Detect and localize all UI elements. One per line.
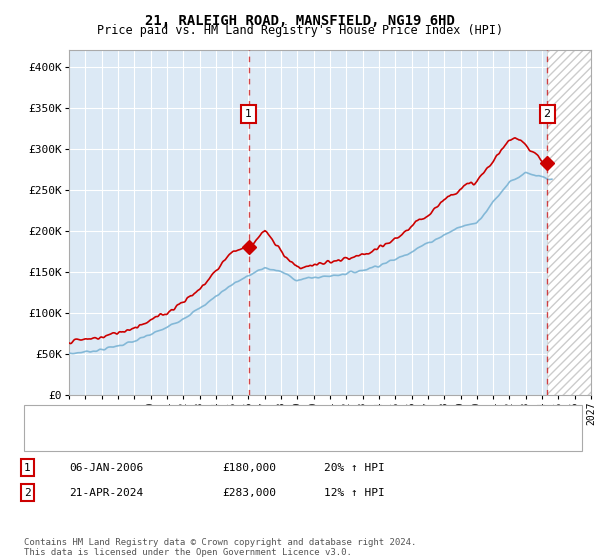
Bar: [547, 50, 599, 395]
Text: 2: 2: [544, 109, 551, 119]
Text: 06-JAN-2006: 06-JAN-2006: [69, 463, 143, 473]
Bar: [547, 50, 599, 395]
Text: 1: 1: [245, 109, 252, 119]
Text: 21-APR-2024: 21-APR-2024: [69, 488, 143, 498]
Text: Price paid vs. HM Land Registry's House Price Index (HPI): Price paid vs. HM Land Registry's House …: [97, 24, 503, 37]
Text: 1: 1: [24, 463, 31, 473]
Text: £283,000: £283,000: [222, 488, 276, 498]
Text: 2: 2: [24, 488, 31, 498]
Text: 21, RALEIGH ROAD, MANSFIELD, NG19 6HD: 21, RALEIGH ROAD, MANSFIELD, NG19 6HD: [145, 14, 455, 28]
Text: 20% ↑ HPI: 20% ↑ HPI: [324, 463, 385, 473]
Text: HPI: Average price, detached house, Mansfield: HPI: Average price, detached house, Mans…: [71, 432, 364, 442]
Text: Contains HM Land Registry data © Crown copyright and database right 2024.
This d: Contains HM Land Registry data © Crown c…: [24, 538, 416, 557]
Text: 12% ↑ HPI: 12% ↑ HPI: [324, 488, 385, 498]
Text: 21, RALEIGH ROAD, MANSFIELD, NG19 6HD (detached house): 21, RALEIGH ROAD, MANSFIELD, NG19 6HD (d…: [71, 414, 422, 423]
Text: £180,000: £180,000: [222, 463, 276, 473]
